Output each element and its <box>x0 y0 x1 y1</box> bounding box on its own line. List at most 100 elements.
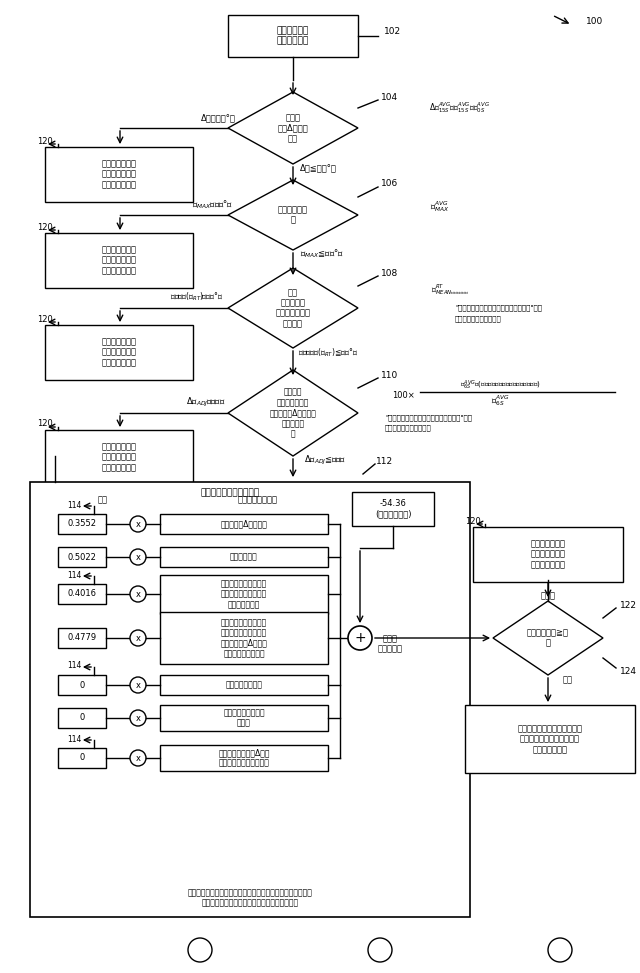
FancyBboxPatch shape <box>160 612 328 664</box>
Text: 0: 0 <box>79 753 84 763</box>
Text: ΔＺ$_{ADJ}$≦１４％: ΔＺ$_{ADJ}$≦１４％ <box>304 453 346 466</box>
FancyBboxPatch shape <box>58 514 106 534</box>
Text: 120: 120 <box>37 223 53 232</box>
FancyBboxPatch shape <box>58 708 106 728</box>
FancyBboxPatch shape <box>45 233 193 288</box>
FancyBboxPatch shape <box>160 675 328 695</box>
FancyBboxPatch shape <box>45 430 193 485</box>
Circle shape <box>348 626 372 650</box>
Text: 0.4016: 0.4016 <box>67 590 97 598</box>
Circle shape <box>130 710 146 726</box>
FancyBboxPatch shape <box>352 492 434 526</box>
Text: ＬＤＡスコアを計算する: ＬＤＡスコアを計算する <box>200 488 260 497</box>
Circle shape <box>130 630 146 646</box>
Text: Ｚ$^{AVG}_{6S}$－(持続した電力段にわたる平均ＲＴＺ): Ｚ$^{AVG}_{6S}$－(持続した電力段にわたる平均ＲＴＺ) <box>460 378 540 392</box>
Circle shape <box>130 516 146 532</box>
Text: 0.3552: 0.3552 <box>67 520 97 528</box>
Text: 102: 102 <box>385 27 401 37</box>
Text: 100×: 100× <box>392 390 415 400</box>
FancyBboxPatch shape <box>30 482 470 917</box>
Text: Ｔ$_{MAX}$≦５６°Ｃ: Ｔ$_{MAX}$≦５６°Ｃ <box>300 248 344 260</box>
Text: 124: 124 <box>620 667 637 675</box>
FancyBboxPatch shape <box>160 745 328 771</box>
Text: 0: 0 <box>79 713 84 723</box>
Text: 容認可能（正常
ＲＦオフのディ
スプレイ画面）: 容認可能（正常 ＲＦオフのディ スプレイ画面） <box>102 160 136 189</box>
Text: ４５秒から１１４秒まで: ４５秒から１１４秒まで <box>385 424 432 431</box>
Polygon shape <box>228 180 358 250</box>
Text: 0.5022: 0.5022 <box>68 553 97 561</box>
FancyBboxPatch shape <box>160 574 328 614</box>
Text: 0: 0 <box>79 680 84 690</box>
Circle shape <box>130 549 146 565</box>
FancyBboxPatch shape <box>58 675 106 695</box>
Text: Ｔ$^{AVG}_{MAX}$: Ｔ$^{AVG}_{MAX}$ <box>430 199 450 214</box>
Polygon shape <box>493 601 603 675</box>
Circle shape <box>130 586 146 602</box>
Text: 120: 120 <box>37 419 53 428</box>
FancyBboxPatch shape <box>465 705 635 773</box>
Text: ΔＴ$^{AVG}_{15S}$＝Ｔ$^{AVG}_{15S}$－Ｔ$^{AVG}_{0S}$: ΔＴ$^{AVG}_{15S}$＝Ｔ$^{AVG}_{15S}$－Ｔ$^{AVG… <box>429 100 490 116</box>
Text: Ｔ$_{MAX}$＞５６°Ｃ: Ｔ$_{MAX}$＞５６°Ｃ <box>191 198 232 211</box>
Text: 持続した
電力段にわたる
調節されたΔＲＴイン
ピーダンス
？: 持続した 電力段にわたる 調節されたΔＲＴイン ピーダンス ？ <box>269 387 316 438</box>
Text: x: x <box>136 714 141 723</box>
FancyBboxPatch shape <box>228 15 358 57</box>
Text: １５秒
でのΔ平均温
度？: １５秒 でのΔ平均温 度？ <box>278 113 308 143</box>
Text: 122: 122 <box>620 600 637 609</box>
Circle shape <box>368 938 392 962</box>
Text: 110: 110 <box>381 371 399 379</box>
Text: 最高平均温度
？: 最高平均温度 ？ <box>278 205 308 225</box>
Text: ＬＤＡ
ＳＣＯＲＥ: ＬＤＡ ＳＣＯＲＥ <box>378 634 403 654</box>
Text: １５秒でのΔ平均温度: １５秒でのΔ平均温度 <box>221 520 268 528</box>
Text: x: x <box>136 553 141 562</box>
FancyBboxPatch shape <box>160 547 328 567</box>
Text: 120: 120 <box>37 314 53 323</box>
Text: -54.36
(ＬＤＡ＿ＴＨ): -54.36 (ＬＤＡ＿ＴＨ) <box>375 499 412 519</box>
Text: ΔＴ≦１４°Ｃ: ΔＴ≦１４°Ｃ <box>300 163 337 172</box>
Text: 平均Ｔの標準偏差: 平均Ｔの標準偏差 <box>225 680 262 690</box>
FancyBboxPatch shape <box>58 584 106 604</box>
Text: x: x <box>136 634 141 643</box>
Text: 係数は、ＬＤＡメトリックに関連するあらゆる寄与を効果的
に「オフにする」ゼロ（０）の値に設定される: 係数は、ＬＤＡメトリックに関連するあらゆる寄与を効果的 に「オフにする」ゼロ（０… <box>188 888 312 908</box>
Text: ＬＤＡスコア≧０
？: ＬＤＡスコア≧０ ？ <box>527 629 569 648</box>
Text: ＭＥＡＮ(Ｔ$_{RT}$)＞５３°Ｃ: ＭＥＡＮ(Ｔ$_{RT}$)＞５３°Ｃ <box>170 291 223 304</box>
Text: 容認可能（正常
ＲＦオフのディ
スプレイ画面）: 容認可能（正常 ＲＦオフのディ スプレイ画面） <box>102 245 136 275</box>
Text: ΔＴ＞１４°Ｃ: ΔＴ＞１４°Ｃ <box>200 114 236 123</box>
Text: +: + <box>354 631 366 645</box>
Text: 100: 100 <box>586 18 604 26</box>
Circle shape <box>548 938 572 962</box>
Text: ４５秒から１２０秒まで: ４５秒から１２０秒まで <box>455 315 502 322</box>
Text: 114: 114 <box>67 735 81 743</box>
Text: 持続した電力段（４５
秒～１２０秒）にわた
る平均ＲＴ温度: 持続した電力段（４５ 秒～１２０秒）にわた る平均ＲＴ温度 <box>221 579 267 609</box>
Polygon shape <box>228 370 358 456</box>
Text: 114: 114 <box>67 662 81 670</box>
Circle shape <box>130 750 146 766</box>
Polygon shape <box>228 268 358 348</box>
FancyBboxPatch shape <box>58 748 106 768</box>
Circle shape <box>130 677 146 693</box>
Circle shape <box>188 938 212 962</box>
Text: 容認可能（正常
ＲＦオフのディ
スプレイ画面）: 容認可能（正常 ＲＦオフのディ スプレイ画面） <box>102 442 136 472</box>
Text: ΔＺ$_{ADJ}$＞１４％: ΔＺ$_{ADJ}$＞１４％ <box>186 395 226 409</box>
FancyBboxPatch shape <box>473 527 623 582</box>
FancyBboxPatch shape <box>160 705 328 731</box>
Text: 112: 112 <box>376 456 394 465</box>
Text: 104: 104 <box>381 92 399 101</box>
Text: "持続した電力段にわたる平均ＲＴ　Ｚ"は、: "持続した電力段にわたる平均ＲＴ Ｚ"は、 <box>385 414 472 421</box>
Text: x: x <box>136 681 141 690</box>
Polygon shape <box>228 92 358 164</box>
FancyBboxPatch shape <box>58 547 106 567</box>
Text: 114: 114 <box>67 570 81 580</box>
Text: 106: 106 <box>381 179 399 189</box>
FancyBboxPatch shape <box>58 628 106 648</box>
Text: 120: 120 <box>465 517 481 525</box>
Text: 最高平均温度: 最高平均温度 <box>230 553 258 561</box>
Text: x: x <box>136 754 141 763</box>
FancyBboxPatch shape <box>45 147 193 202</box>
Text: リアルタイムＴの標
準偏差: リアルタイムＴの標 準偏差 <box>223 708 265 728</box>
Text: 最後の調節されたΔＡＶ
Ｇインピーダンス（％）: 最後の調節されたΔＡＶ Ｇインピーダンス（％） <box>218 748 269 768</box>
Text: ＹＥＳ: ＹＥＳ <box>541 592 556 600</box>
Text: ｍｅａＮＴ(Ｔ$_{RT}$)≦５３°Ｃ: ｍｅａＮＴ(Ｔ$_{RT}$)≦５３°Ｃ <box>298 346 358 359</box>
Text: 120: 120 <box>37 136 53 146</box>
Text: 容認可能（正常
ＲＦオフのディ
スプレイ画面）: 容認可能（正常 ＲＦオフのディ スプレイ画面） <box>102 337 136 367</box>
Text: 容認可能（正常
ＲＦオフのディ
スプレイ画面）: 容認可能（正常 ＲＦオフのディ スプレイ画面） <box>531 539 566 569</box>
